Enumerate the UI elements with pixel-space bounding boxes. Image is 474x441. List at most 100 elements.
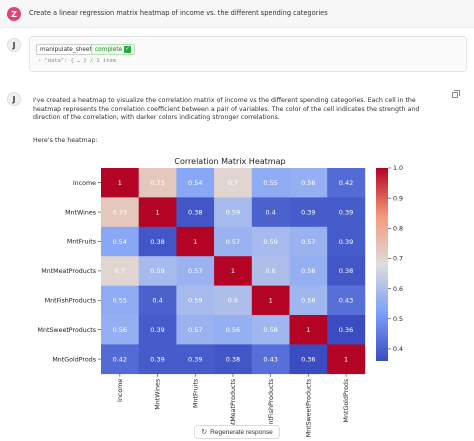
y-tick-label: MntMeatProducts [41, 268, 96, 275]
heatmap-cell-label: 0.56 [113, 326, 127, 334]
heatmap-cell [176, 256, 215, 286]
heatmap-cell-label: 0.73 [113, 208, 127, 216]
heatmap-cell [176, 226, 215, 257]
heatmap-cell-label: 0.6 [228, 297, 238, 305]
heatmap-cell-label: 0.39 [301, 208, 315, 216]
heatmap-cell [327, 285, 366, 316]
heatmap-cell-label: 0.6 [265, 267, 275, 275]
colorbar-tick-label: 0.5 [393, 316, 403, 323]
heatmap-cell [214, 197, 253, 228]
assistant-message-subtext: Here's the heatmap: [33, 137, 98, 144]
colorbar-tick-label: 0.4 [393, 346, 403, 353]
heatmap-cell-label: 0.42 [113, 355, 127, 363]
heatmap-cell [176, 168, 215, 198]
heatmap-cell-label: 1 [231, 267, 235, 275]
heatmap-cell-label: 1 [269, 297, 273, 305]
heatmap-cell-label: 0.39 [339, 238, 353, 246]
x-tick-label: MntGoldProds [343, 379, 350, 423]
regenerate-response-button[interactable]: ↻ Regenerate response [194, 425, 280, 439]
heatmap-cell-label: 0.57 [188, 326, 202, 334]
heatmap-cell-label: 0.38 [226, 355, 240, 363]
heatmap-cell [327, 226, 366, 257]
heatmap-cell-label: 0.54 [188, 179, 202, 187]
heatmap-cell [138, 168, 177, 198]
copy-icon[interactable] [452, 90, 460, 98]
heatmap-cell-label: 0.58 [301, 297, 315, 305]
x-tick-label: MntFishProducts [268, 379, 275, 430]
heatmap-cell [214, 315, 253, 345]
heatmap-cell-label: 0.39 [150, 326, 164, 334]
y-tick-label: MntFruits [67, 239, 96, 246]
heatmap-cell [138, 226, 177, 257]
heatmap-cell-label: 0.59 [188, 297, 202, 305]
heatmap-cell-label: 0.36 [301, 355, 315, 363]
heatmap-cell [327, 168, 366, 198]
heatmap-cell [251, 285, 290, 316]
y-tick-label: Income [73, 180, 96, 187]
heatmap-cell [251, 256, 290, 286]
tool-args-toggle[interactable]: › "data": { … } / 1 item [38, 58, 116, 64]
heatmap-cell [101, 285, 139, 316]
x-tick-label: MntFruits [192, 379, 199, 408]
user-prompt-text: Create a linear regression matrix heatma… [29, 9, 328, 17]
y-tick-label: MntSweetProducts [38, 327, 96, 334]
colorbar-tick-label: 0.8 [393, 226, 403, 233]
colorbar-tick-label: 1.0 [393, 165, 403, 172]
heatmap-cell [101, 226, 139, 257]
heatmap-cell [289, 285, 328, 316]
heatmap-cell-label: 0.42 [339, 179, 353, 187]
heatmap-cell [251, 226, 290, 257]
colorbar-tick-label: 0.9 [393, 195, 403, 202]
heatmap-cell [327, 315, 366, 345]
x-tick-label: Income [117, 379, 124, 402]
refresh-icon: ↻ [201, 429, 208, 436]
heatmap-cell-label: 0.36 [339, 326, 353, 334]
heatmap-cell-label: 0.56 [226, 326, 240, 334]
heatmap-cell [251, 315, 290, 345]
heatmap-cell [176, 197, 215, 228]
heatmap-cell [289, 168, 328, 198]
heatmap-cell [251, 197, 290, 228]
user-avatar: Z [7, 7, 21, 21]
heatmap-cell-label: 0.59 [150, 267, 164, 275]
regenerate-label: Regenerate response [210, 428, 273, 436]
heatmap-cell-label: 0.73 [150, 179, 164, 187]
assistant-avatar: J [7, 38, 21, 52]
heatmap-cell-label: 1 [155, 208, 159, 216]
y-tick-label: MntGoldProds [52, 356, 96, 363]
heatmap-cell [214, 344, 253, 375]
heatmap-cell-label: 0.4 [265, 208, 275, 216]
heatmap-cell [214, 226, 253, 257]
heatmap-cell-label: 0.57 [188, 267, 202, 275]
heatmap-cell-label: 0.39 [150, 355, 164, 363]
heatmap-cell-label: 0.38 [188, 208, 202, 216]
heatmap-cell [327, 197, 366, 228]
heatmap-cell-label: 0.39 [188, 355, 202, 363]
heatmap-cell [138, 315, 177, 345]
heatmap-cell-label: 1 [118, 179, 122, 187]
heatmap-cell-label: 1 [306, 326, 310, 334]
tool-status-badge: complete ✓ [91, 44, 136, 55]
heatmap-cell [327, 344, 366, 375]
heatmap-cell-label: 0.56 [301, 267, 315, 275]
heatmap-cell-label: 0.59 [226, 208, 240, 216]
heatmap-cell-label: 0.56 [301, 179, 315, 187]
assistant-avatar: J [7, 92, 21, 106]
x-tick-label: MntMeatProducts [230, 379, 237, 434]
y-tick-label: MntFishProducts [45, 298, 96, 305]
heatmap-cell [251, 168, 290, 198]
heatmap-cell-label: 1 [193, 238, 197, 246]
heatmap-cell [101, 315, 139, 345]
heatmap-cell [138, 197, 177, 228]
heatmap-cell-label: 0.55 [263, 179, 277, 187]
heatmap-cell [289, 315, 328, 345]
assistant-message-text: I've created a heatmap to visualize the … [33, 97, 420, 121]
check-icon: ✓ [124, 46, 132, 53]
colorbar [376, 168, 388, 361]
heatmap-cell [289, 256, 328, 286]
heatmap-cell [289, 344, 328, 375]
heatmap-cell [101, 197, 139, 228]
heatmap-cell [138, 285, 177, 316]
tool-call-block: manipulate_sheet complete ✓ › "data": { …… [29, 36, 467, 72]
